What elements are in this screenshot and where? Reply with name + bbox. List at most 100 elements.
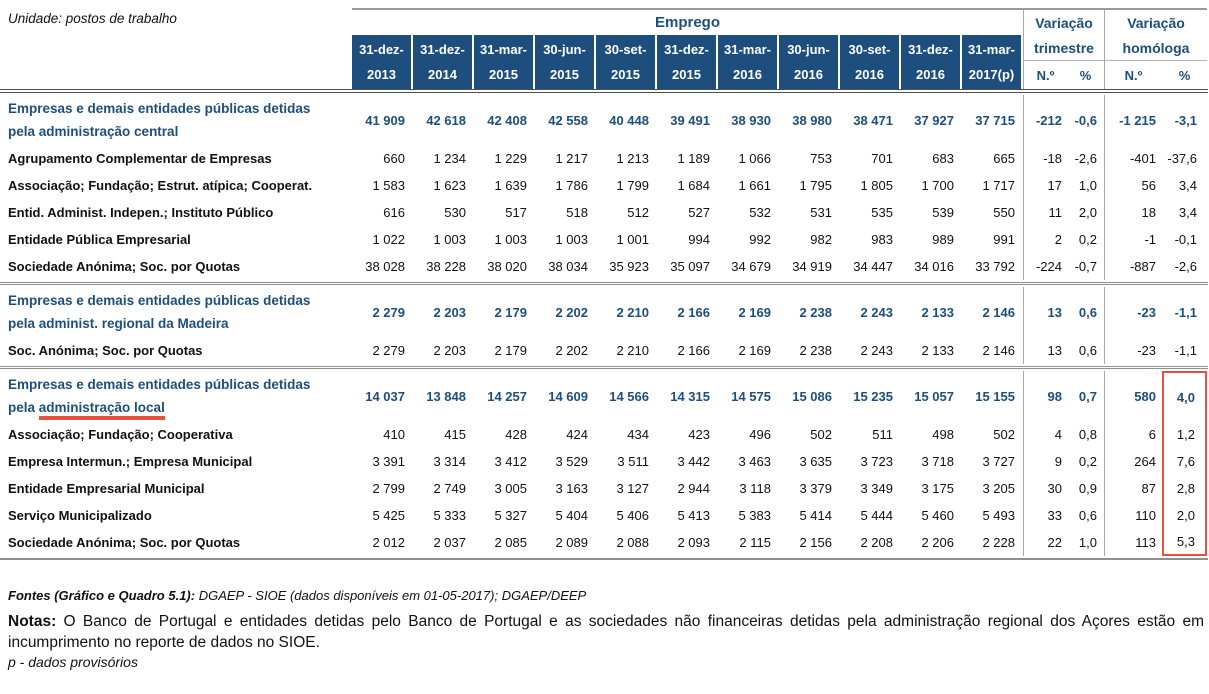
value-cell: 5,3 xyxy=(1162,529,1207,556)
date-line2: 2017(p) xyxy=(968,67,1015,82)
value-cell: 2 203 xyxy=(433,304,466,320)
subcolumn-header-percent-homologa: % xyxy=(1178,67,1191,83)
date-line2: 2015 xyxy=(550,67,579,82)
value-cell: 14 037 xyxy=(365,388,405,404)
value-cell: 665 xyxy=(993,151,1015,166)
sources-note: Fontes (Gráfico e Quadro 5.1): DGAEP - S… xyxy=(8,588,1204,603)
value-cell: 511 xyxy=(872,427,893,442)
value-cell: 41 909 xyxy=(365,112,405,128)
value-cell: 2 279 xyxy=(372,304,405,320)
value-cell: 3 379 xyxy=(799,481,832,496)
value-cell: 0,2 xyxy=(1078,454,1097,469)
value-cell: 34 016 xyxy=(914,259,954,274)
value-cell: 14 566 xyxy=(609,388,649,404)
value-cell: 5 383 xyxy=(738,508,771,523)
value-cell: 1 786 xyxy=(555,178,588,193)
value-cell: 14 315 xyxy=(670,388,710,404)
value-cell: 3 511 xyxy=(617,454,649,469)
value-cell: 34 919 xyxy=(792,259,832,274)
value-cell: 2 085 xyxy=(494,535,527,550)
row-label: Entid. Administ. Indepen.; Instituto Púb… xyxy=(8,205,274,220)
value-cell: 3 163 xyxy=(555,481,588,496)
block-header-row: Empresas e demais entidades públicas det… xyxy=(0,95,1208,145)
row-label: Serviço Municipalizado xyxy=(8,508,152,523)
block-header-label-line2: pela administ. regional da Madeira xyxy=(8,316,229,331)
date-line1: 31-dez- xyxy=(908,42,953,57)
table-block-administracao-central: Empresas e demais entidades públicas det… xyxy=(0,93,1208,282)
value-cell: 34 447 xyxy=(853,259,893,274)
table-row: Sociedade Anónima; Soc. por Quotas 38 028… xyxy=(0,253,1208,280)
value-cell: -1 215 xyxy=(1104,95,1162,145)
notes-body: O Banco de Portugal e entidades detidas … xyxy=(8,613,1204,651)
date-line1: 30-jun- xyxy=(787,42,830,57)
value-cell: 3 175 xyxy=(921,481,954,496)
value-cell: 2 210 xyxy=(616,343,649,358)
value-cell: 2 243 xyxy=(860,304,893,320)
value-cell: -0,6 xyxy=(1074,112,1097,128)
date-column-header: 31-dez- 2014 xyxy=(413,35,474,89)
value-cell: 9 xyxy=(1023,448,1067,475)
value-cell: 38 028 xyxy=(365,259,405,274)
value-cell: 33 xyxy=(1023,502,1067,529)
value-cell: 3 349 xyxy=(860,481,893,496)
value-cell: -37,6 xyxy=(1167,151,1197,166)
value-cell: 502 xyxy=(810,427,832,442)
value-cell: 2 228 xyxy=(982,535,1015,550)
value-cell: 38 471 xyxy=(853,112,893,128)
date-line2: 2015 xyxy=(489,67,518,82)
value-cell: 38 020 xyxy=(487,259,527,274)
table-row: Entidade Pública Empresarial 1 022 1 003 1 … xyxy=(0,226,1208,253)
value-cell: 3 391 xyxy=(372,454,405,469)
value-cell: 3 314 xyxy=(433,454,466,469)
value-cell: 56 xyxy=(1104,172,1162,199)
value-cell: 13 xyxy=(1023,337,1067,364)
value-cell: 1 003 xyxy=(555,232,588,247)
table-body: Empresas e demais entidades públicas det… xyxy=(0,93,1208,558)
date-line1: 31-dez- xyxy=(359,42,404,57)
block-header-label-line1: Empresas e demais entidades públicas det… xyxy=(8,101,311,116)
block-header-label: Empresas e demais entidades públicas det… xyxy=(0,371,352,421)
value-cell: 113 xyxy=(1104,529,1162,556)
block-header-label-line2: pela administração local xyxy=(8,396,352,420)
subcolumn-header-numero-trimestre: N.º xyxy=(1023,61,1067,89)
value-cell: 98 xyxy=(1023,371,1067,421)
value-cell: 498 xyxy=(932,427,954,442)
value-cell: -23 xyxy=(1104,337,1162,364)
variacao-trimestre-line1: Variação xyxy=(1035,15,1093,31)
value-cell: 991 xyxy=(993,232,1015,247)
row-label: Sociedade Anónima; Soc. por Quotas xyxy=(8,259,241,274)
value-cell: 3 727 xyxy=(982,454,1015,469)
value-cell: 2 115 xyxy=(739,535,771,550)
value-cell: -1 xyxy=(1104,226,1162,253)
value-cell: 14 609 xyxy=(548,388,588,404)
value-cell: 14 575 xyxy=(731,388,771,404)
value-cell: 18 xyxy=(1104,199,1162,226)
value-cell: 1,0 xyxy=(1078,535,1097,550)
table-row: Soc. Anónima; Soc. por Quotas 2 279 2 203 2… xyxy=(0,337,1208,364)
value-cell: 42 618 xyxy=(426,112,466,128)
value-cell: 2 238 xyxy=(799,304,832,320)
value-cell: 37 715 xyxy=(975,112,1015,128)
block-header-label-line2-prefix: pela xyxy=(8,400,39,415)
value-cell: 616 xyxy=(383,205,405,220)
table-row: Agrupamento Complementar de Empresas 660 1… xyxy=(0,145,1208,172)
value-cell: 2 179 xyxy=(494,343,527,358)
subcolumn-header-percent-trimestre: % xyxy=(1079,67,1092,83)
value-cell: -18 xyxy=(1023,145,1067,172)
value-cell: 701 xyxy=(871,151,893,166)
value-cell: 2 202 xyxy=(555,304,588,320)
table-row: Serviço Municipalizado 5 425 5 333 5 327 5 4… xyxy=(0,502,1208,529)
block-header-label-line2: pela administração central xyxy=(8,124,179,139)
table-row: Associação; Fundação; Estrut. atípica; C… xyxy=(0,172,1208,199)
date-line1: 31-mar- xyxy=(968,42,1015,57)
value-cell: 38 930 xyxy=(731,112,771,128)
value-cell: 1 700 xyxy=(921,178,954,193)
row-label: Soc. Anónima; Soc. por Quotas xyxy=(8,343,203,358)
value-cell: -224 xyxy=(1023,253,1067,280)
value-cell: 989 xyxy=(932,232,954,247)
value-cell: 1 799 xyxy=(616,178,649,193)
value-cell: 428 xyxy=(505,427,527,442)
value-cell: 5 327 xyxy=(494,508,527,523)
date-line1: 31-dez- xyxy=(664,42,709,57)
value-cell: 1 805 xyxy=(860,178,893,193)
